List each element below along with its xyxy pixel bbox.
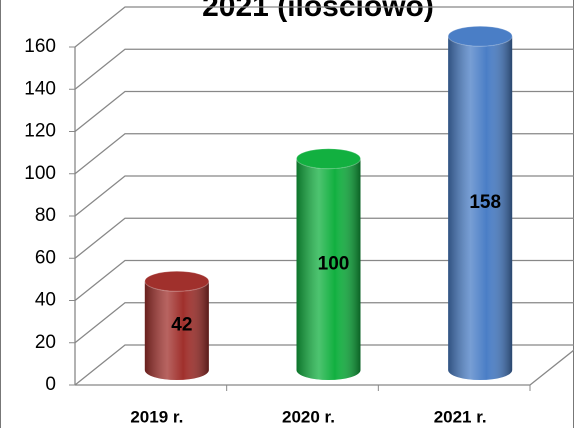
bar-shade (144, 281, 209, 380)
plot: 0 20 40 60 80 100 120 140 160 2019 r. 42 2020 r. 100… (24, 6, 574, 426)
y-tick-label: 0 (45, 374, 56, 395)
grid-line (74, 259, 574, 302)
y-tick-label: 120 (24, 121, 56, 142)
grid-line (74, 217, 574, 259)
x-tick-label: 2021 r. (434, 407, 487, 426)
grid-line (74, 302, 574, 344)
y-tick-label: 160 (24, 36, 56, 57)
bar-top (447, 25, 513, 47)
data-label: 100 (318, 253, 350, 274)
bar-shade (296, 158, 361, 380)
grid-line (74, 48, 574, 90)
y-tick-label: 140 (24, 78, 56, 99)
y-tick-label: 80 (35, 205, 56, 226)
y-tick-label: 60 (35, 247, 56, 268)
x-tick-label: 2020 r. (282, 407, 335, 426)
data-label: 42 (171, 315, 192, 336)
grid-line (74, 175, 574, 217)
grid-line (74, 133, 574, 175)
grid-line (74, 344, 574, 386)
chart-title: 2021 (ilościowo) (202, 0, 434, 23)
bar-shade (448, 36, 513, 380)
y-tick-label: 40 (35, 290, 56, 311)
bar-top (296, 148, 361, 170)
data-label: 158 (469, 192, 501, 213)
y-tick-label: 20 (35, 332, 56, 353)
bar-top (144, 270, 210, 292)
x-tick-label: 2019 r. (130, 407, 183, 426)
y-tick-label: 100 (24, 163, 56, 184)
grid-line (74, 6, 574, 48)
grid-line (74, 90, 574, 133)
